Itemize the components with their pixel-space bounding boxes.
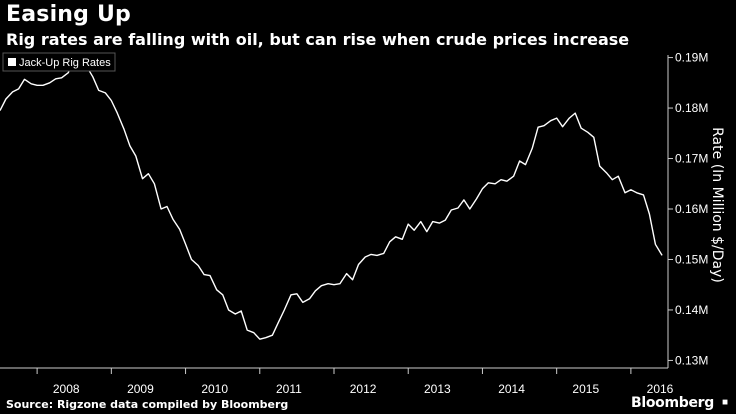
y-tick-label: 0.19M: [675, 51, 708, 65]
x-tick-label: 2011: [276, 382, 302, 396]
brand-name: Bloomberg: [630, 395, 714, 411]
source-note: Source: Rigzone data compiled by Bloombe…: [6, 398, 289, 411]
chart-axes: 0.13M 0.14M 0.15M 0.16M 0.17M 0.18M 0.19M 2008 2…: [0, 51, 708, 396]
chart-subtitle: Rig rates are falling with oil, but can …: [6, 30, 630, 49]
series-line: [0, 55, 663, 340]
legend-swatch: [8, 58, 16, 66]
legend-box: [2, 52, 116, 72]
y-tick-label: 0.15M: [675, 252, 708, 266]
legend-label: Jack-Up Rig Rates: [19, 57, 111, 69]
x-tick-label: 2012: [350, 382, 377, 396]
y-axis-label: Rate (In Million $/Day): [709, 127, 725, 283]
chart-series: [0, 55, 663, 340]
x-tick-label: 2008: [53, 382, 80, 396]
x-tick-label: 2014: [498, 382, 525, 396]
y-tick-label: 0.16M: [675, 202, 708, 216]
x-tick-label: 2010: [201, 382, 228, 396]
bloomberg-logo-icon: ■: [721, 397, 729, 408]
chart-legend: Jack-Up Rig Rates: [2, 52, 116, 72]
y-tick-label: 0.18M: [675, 101, 708, 115]
x-tick-label: 2015: [572, 382, 599, 396]
x-tick-label: 2013: [424, 382, 451, 396]
x-tick-label: 2009: [127, 382, 154, 396]
x-tick-label: 2016: [647, 382, 674, 396]
chart-title: Easing Up: [6, 2, 131, 27]
y-tick-label: 0.17M: [675, 152, 708, 166]
y-tick-label: 0.14M: [675, 303, 708, 317]
y-tick-label: 0.13M: [675, 353, 708, 367]
